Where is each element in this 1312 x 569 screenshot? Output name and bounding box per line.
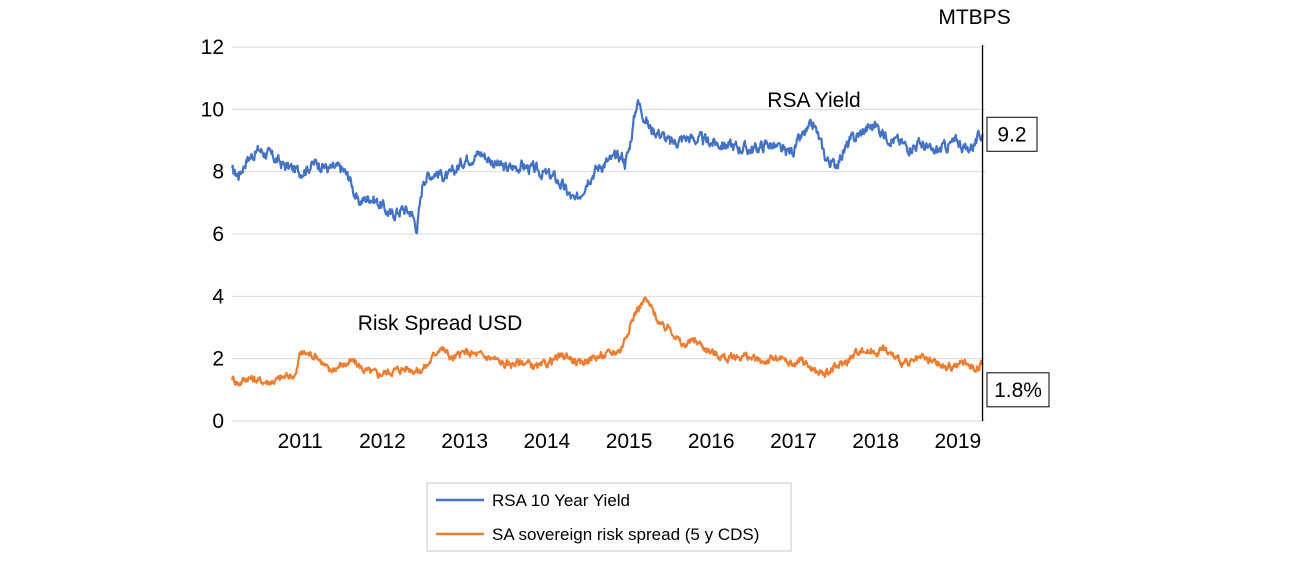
- end-label-yield: 9.2: [986, 116, 1038, 152]
- y-tick-label: 6: [212, 223, 224, 246]
- x-tick-label: 2011: [278, 430, 323, 453]
- legend-box: [426, 482, 792, 552]
- y-tick-label: 12: [201, 36, 224, 59]
- legend-label-yield: RSA 10 Year Yield: [492, 491, 630, 510]
- x-tick-label: 2013: [441, 430, 488, 453]
- end-label-spread-box: [986, 372, 1050, 408]
- mtbps-label: MTBPS: [938, 6, 1010, 29]
- end-label-spread-text: 1.8%: [994, 379, 1042, 402]
- x-tick-label: 2015: [606, 430, 653, 453]
- y-tick-label: 8: [212, 161, 224, 184]
- series-line-sa-cds-spread: [230, 296, 984, 387]
- x-tick-label: 2014: [523, 430, 570, 453]
- y-tick-label: 4: [212, 285, 224, 308]
- end-label-yield-box: [986, 116, 1038, 152]
- x-tick-label: 2016: [688, 430, 735, 453]
- x-tick-label: 2018: [852, 430, 899, 453]
- x-axis-ticks: 2011 2012 2013 2014 2015 2016 2017 2018 2019: [278, 430, 982, 453]
- end-label-spread: 1.8%: [986, 372, 1050, 408]
- y-axis-ticks: 0 2 4 6 8 10 12: [201, 36, 225, 433]
- y-tick-label: 0: [212, 410, 224, 433]
- legend: RSA 10 Year Yield SA sovereign risk spre…: [426, 482, 792, 552]
- x-tick-label: 2019: [935, 430, 982, 453]
- y-tick-label: 2: [212, 348, 224, 371]
- end-label-yield-text: 9.2: [997, 123, 1026, 146]
- x-tick-label: 2017: [770, 430, 817, 453]
- x-tick-label: 2012: [359, 430, 406, 453]
- gridlines: [232, 46, 985, 422]
- series-line-rsa-10y-yield: [230, 99, 984, 235]
- annotation-risk-spread: Risk Spread USD: [358, 312, 523, 335]
- series-lines: [230, 99, 984, 387]
- legend-label-spread: SA sovereign risk spread (5 y CDS): [492, 525, 759, 544]
- y-tick-label: 10: [201, 98, 224, 121]
- annotation-rsa-yield: RSA Yield: [767, 89, 860, 112]
